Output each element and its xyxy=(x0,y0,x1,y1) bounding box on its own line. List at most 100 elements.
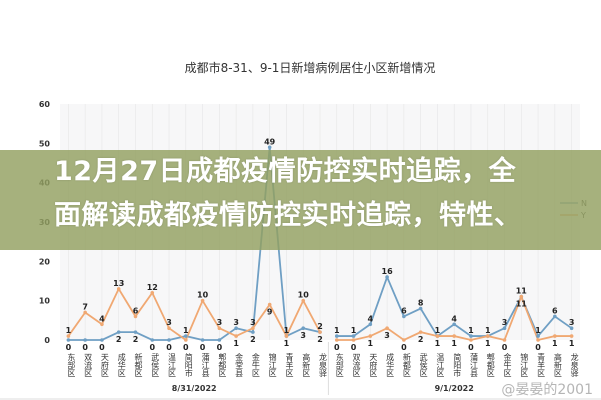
data-label-Y: 0 xyxy=(468,343,474,352)
data-point-Y xyxy=(83,310,87,315)
data-label-Y: 1 xyxy=(569,339,575,348)
data-point-N xyxy=(167,338,171,342)
x-tick-label: 东部区 xyxy=(335,352,344,377)
data-point-Y xyxy=(116,287,121,291)
x-tick-label: 双流区 xyxy=(352,353,361,377)
data-point-N xyxy=(351,334,356,338)
y-tick-label: 20 xyxy=(39,257,51,266)
data-point-Y xyxy=(452,334,456,338)
data-point-N xyxy=(301,326,306,331)
data-label-N: 16 xyxy=(382,267,394,276)
data-point-Y xyxy=(234,334,238,338)
data-point-Y xyxy=(200,298,205,303)
data-label-N: 1 xyxy=(468,326,474,335)
data-label-Y: 13 xyxy=(113,279,124,288)
data-label-Y: 6 xyxy=(133,306,139,315)
data-point-Y xyxy=(150,291,155,295)
data-point-Y xyxy=(318,330,322,334)
y-tick-label: 10 xyxy=(39,297,51,306)
data-point-Y xyxy=(284,334,289,338)
data-point-N xyxy=(150,338,155,342)
data-label-N: 1 xyxy=(284,326,290,335)
group-label: 9/1/2022 xyxy=(435,384,474,393)
data-label-N: 0 xyxy=(66,343,72,352)
x-tick-label: 新都区 xyxy=(134,352,143,377)
data-label-Y: 0 xyxy=(183,343,189,352)
data-point-N xyxy=(234,326,238,331)
data-label-N: 2 xyxy=(116,335,122,344)
y-tick-label: 0 xyxy=(44,336,50,345)
y-tick-label: 50 xyxy=(39,139,51,148)
data-point-N xyxy=(402,314,406,319)
headline-line-2: 面解读成都疫情防控实时追踪，特性、 xyxy=(54,200,522,231)
data-label-Y: 11 xyxy=(516,300,528,309)
x-tick-label: 天府区 xyxy=(100,353,109,377)
data-point-Y xyxy=(368,334,373,338)
data-point-Y xyxy=(519,294,524,299)
data-label-Y: 10 xyxy=(298,291,310,300)
data-point-Y xyxy=(569,334,574,338)
x-tick-label: 武侯区 xyxy=(419,352,428,377)
x-tick-label: 郫都区 xyxy=(218,352,227,377)
x-tick-label: 青羊区 xyxy=(285,352,294,377)
data-label-N: 0 xyxy=(166,343,172,352)
data-point-Y xyxy=(536,338,540,342)
x-tick-label: 东部区 xyxy=(67,352,76,377)
data-label-N: 1 xyxy=(535,326,541,335)
data-label-N: 0 xyxy=(149,343,155,352)
data-point-N xyxy=(502,326,507,331)
x-tick-label: 简阳市 xyxy=(184,352,193,378)
data-point-N xyxy=(217,338,222,342)
data-label-Y: 12 xyxy=(147,283,158,292)
data-point-Y xyxy=(385,326,389,331)
data-label-Y: 0 xyxy=(351,343,357,352)
data-label-Y: 10 xyxy=(197,291,209,300)
x-tick-label: 青羊区 xyxy=(537,352,546,377)
data-point-Y xyxy=(502,338,507,342)
data-label-N: 1 xyxy=(334,326,340,335)
headline-banner: 12月27日成都疫情防控实时追踪，全 面解读成都疫情防控实时追踪，特性、 xyxy=(0,150,601,250)
data-label-N: 2 xyxy=(317,322,323,331)
data-label-Y: 3 xyxy=(166,318,172,327)
data-point-Y xyxy=(351,338,356,342)
data-label-N: 1 xyxy=(351,326,357,335)
data-label-Y: 1 xyxy=(233,339,239,348)
data-point-N xyxy=(184,334,188,338)
data-label-Y: 0 xyxy=(502,343,508,352)
data-point-N xyxy=(66,338,71,342)
data-label-N: 1 xyxy=(183,326,189,335)
data-label-Y: 2 xyxy=(418,335,424,344)
data-label-Y: 3 xyxy=(384,331,390,340)
x-tick-label: 高新区 xyxy=(302,352,311,377)
group-label: 8/31/2022 xyxy=(172,384,217,393)
chart-title: 成都市8-31、9-1日新增病例居住小区新增情况 xyxy=(185,60,436,75)
x-tick-label: 蒲江县 xyxy=(469,352,478,378)
x-tick-label: 金牛区 xyxy=(503,352,512,377)
x-tick-label: 蒲江县 xyxy=(201,352,210,378)
x-tick-label: 金牛区 xyxy=(251,352,260,377)
x-tick-label: 温江区 xyxy=(436,353,445,377)
data-label-N: 6 xyxy=(552,306,558,315)
data-point-N xyxy=(418,306,423,311)
data-point-Y xyxy=(553,334,557,338)
x-tick-label: 金堂县 xyxy=(235,352,244,378)
y-tick-label: 60 xyxy=(39,100,51,109)
x-tick-label: 龙泉驿 xyxy=(570,352,579,378)
data-label-N: 6 xyxy=(401,306,407,315)
data-label-N: 49 xyxy=(264,137,276,146)
data-label-N: 1 xyxy=(485,326,491,335)
data-label-N: 3 xyxy=(233,318,239,327)
x-tick-label: 成华区 xyxy=(386,352,395,377)
data-label-Y: 0 xyxy=(334,343,340,352)
series-line-Y xyxy=(67,286,321,342)
data-label-Y: 1 xyxy=(368,339,374,348)
data-point-Y xyxy=(301,298,306,303)
data-label-Y: 1 xyxy=(435,339,441,348)
data-label-N: 11 xyxy=(516,287,528,296)
x-tick-label: 郫都区 xyxy=(486,352,495,377)
data-point-N xyxy=(385,275,389,279)
data-point-N xyxy=(368,322,373,327)
x-tick-label: 温江区 xyxy=(168,353,177,377)
data-point-Y xyxy=(402,338,406,342)
data-label-Y: 1 xyxy=(552,339,558,348)
